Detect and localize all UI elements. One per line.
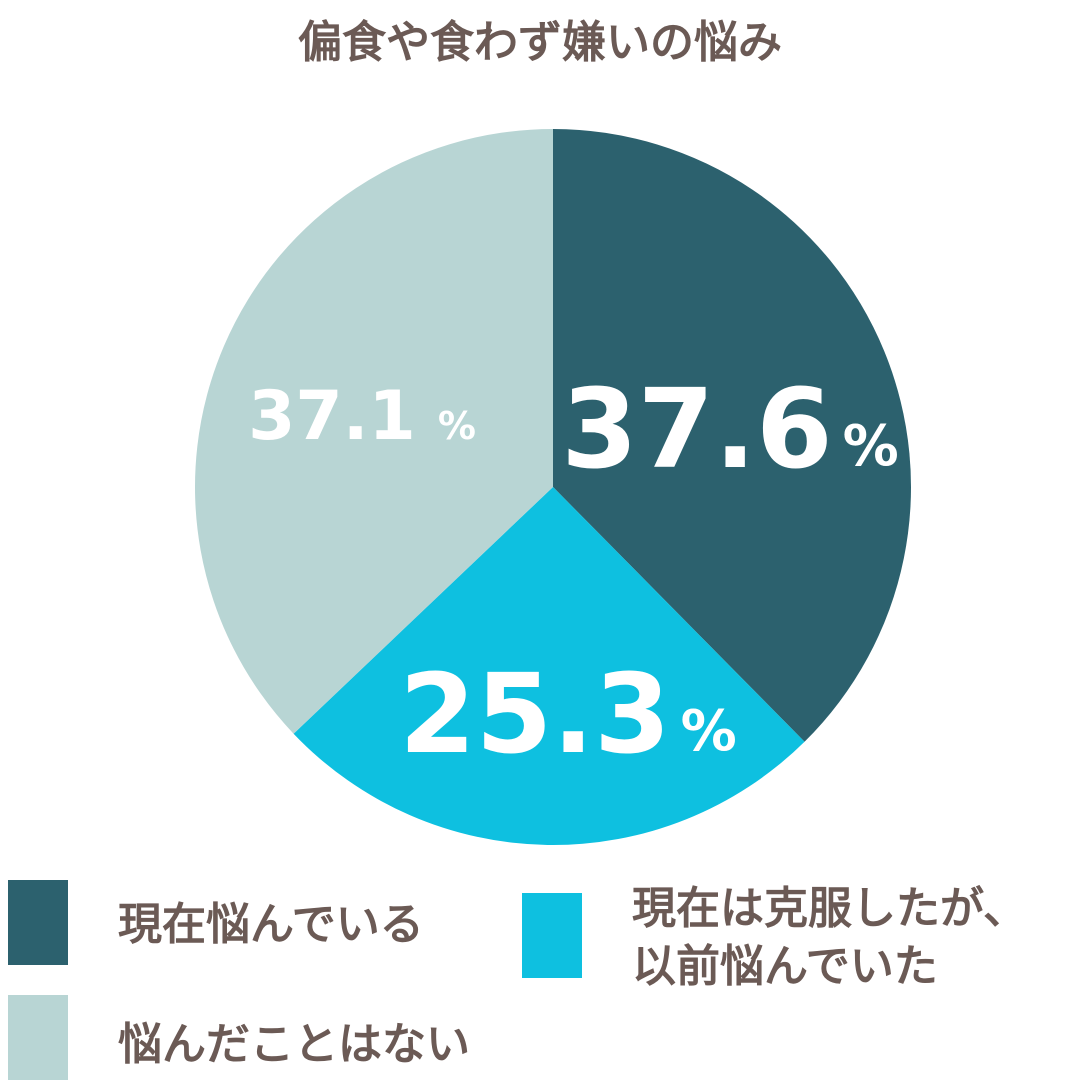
data-label: 25.3%	[399, 650, 737, 778]
legend-label: 現在は克服したが、以前悩んでいた	[632, 883, 1028, 992]
legend-swatch	[8, 880, 68, 965]
pie-slice	[553, 129, 911, 742]
data-label: 37.6%	[561, 365, 899, 493]
legend-label: 悩んだことはない	[118, 1019, 470, 1070]
pie-slice	[195, 128, 554, 734]
chart-title: 偏食や食わず嫌いの悩み	[298, 17, 782, 68]
legend-swatch	[8, 995, 68, 1080]
legend-swatch	[522, 893, 582, 978]
legend-label: 現在悩んでいる	[118, 899, 424, 950]
data-label: 37.1%	[248, 377, 476, 456]
pie-slice	[293, 487, 805, 845]
